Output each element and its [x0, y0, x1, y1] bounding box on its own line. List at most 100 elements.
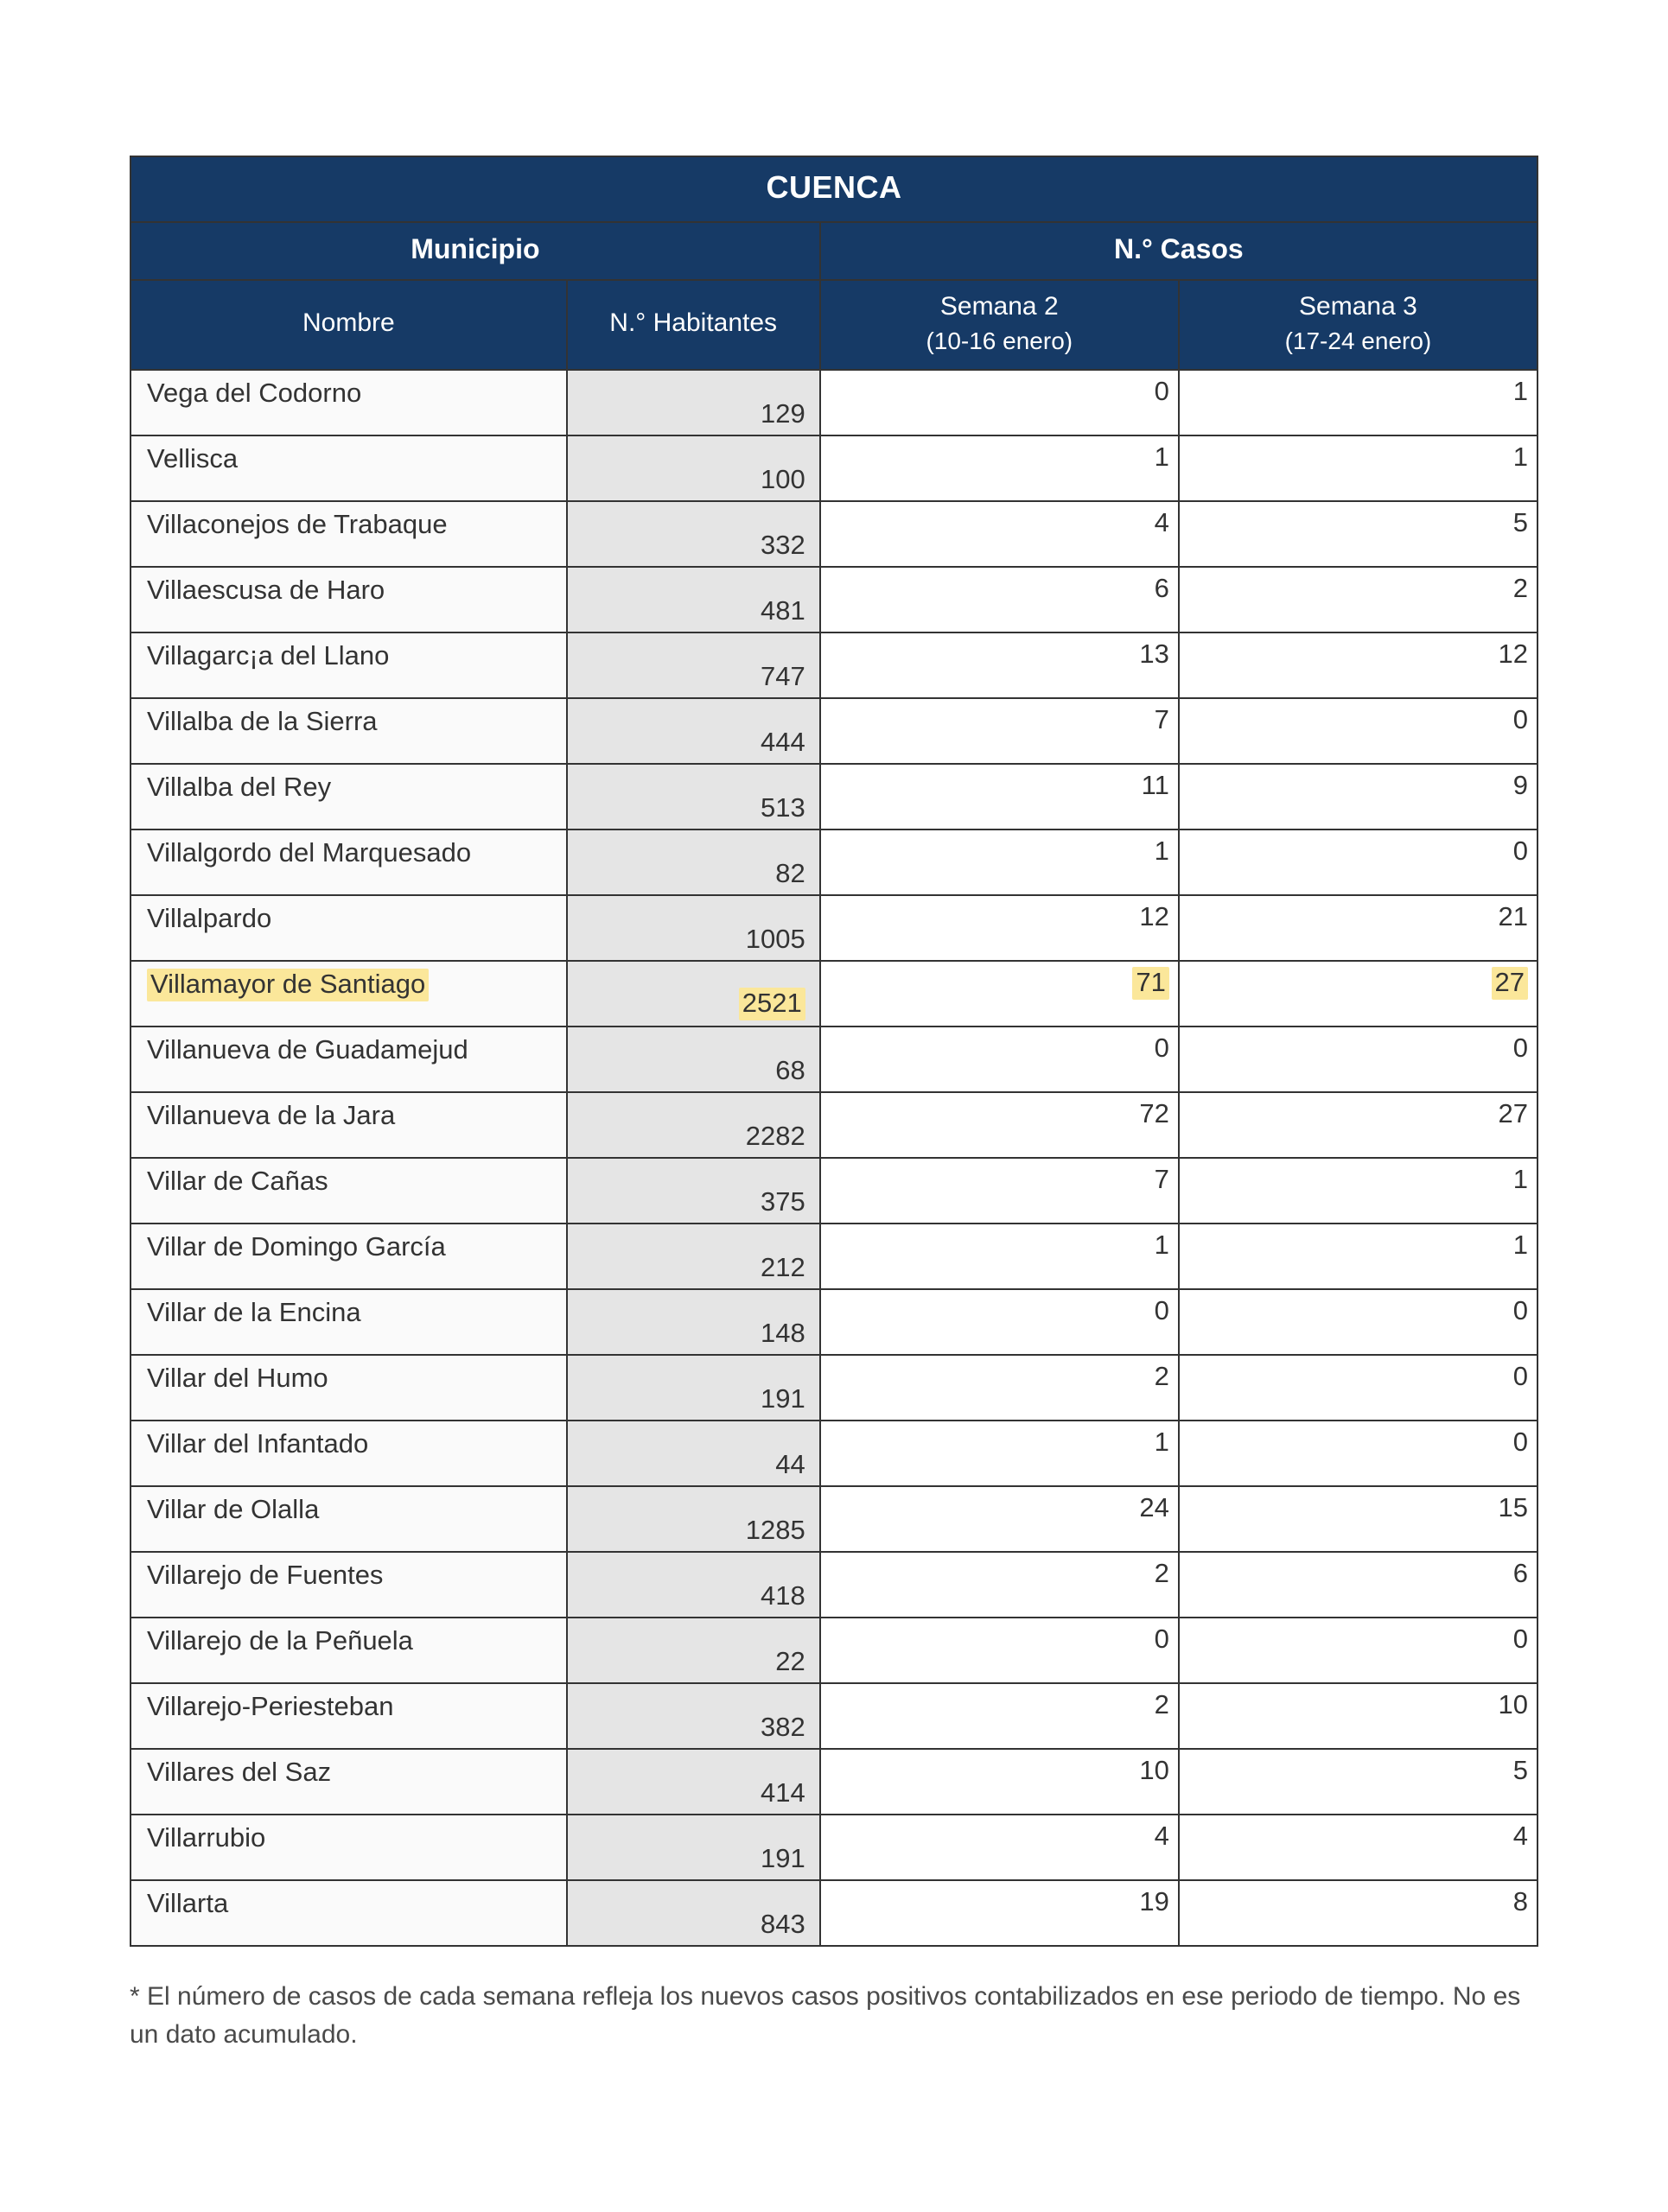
- table-row: Villalba del Rey513119: [131, 764, 1537, 830]
- cell-nombre: Villar de la Encina: [131, 1289, 567, 1355]
- cell-semana2: 0: [820, 1618, 1179, 1683]
- cell-nombre: Villalpardo: [131, 895, 567, 961]
- cell-semana3: 0: [1179, 1355, 1537, 1421]
- cases-table: CUENCA Municipio N.° Casos Nombre N.° Ha…: [130, 156, 1538, 1947]
- cell-semana3: 5: [1179, 1749, 1537, 1815]
- cell-semana3: 0: [1179, 698, 1537, 764]
- table-row: Villar de la Encina14800: [131, 1289, 1537, 1355]
- cell-semana2: 0: [820, 1027, 1179, 1092]
- table-row: Villarejo-Periesteban382210: [131, 1683, 1537, 1749]
- cell-habitantes: 418: [567, 1552, 820, 1618]
- cell-semana2: 12: [820, 895, 1179, 961]
- subheader-semana3: Semana 3 (17-24 enero): [1179, 280, 1537, 370]
- cell-semana2: 11: [820, 764, 1179, 830]
- cell-habitantes: 191: [567, 1355, 820, 1421]
- cell-habitantes: 68: [567, 1027, 820, 1092]
- cell-habitantes: 1005: [567, 895, 820, 961]
- table-row: Villalgordo del Marquesado8210: [131, 830, 1537, 895]
- cell-semana2: 0: [820, 1289, 1179, 1355]
- subheader-semana2: Semana 2 (10-16 enero): [820, 280, 1179, 370]
- table-row: Villaescusa de Haro48162: [131, 567, 1537, 632]
- table-row: Villalpardo10051221: [131, 895, 1537, 961]
- subheader-semana3-label: Semana 3: [1299, 292, 1417, 321]
- cell-habitantes: 414: [567, 1749, 820, 1815]
- table-row: Villar del Infantado4410: [131, 1421, 1537, 1486]
- cell-semana3: 4: [1179, 1815, 1537, 1880]
- cell-semana2: 6: [820, 567, 1179, 632]
- cell-semana2: 71: [820, 961, 1179, 1027]
- cell-nombre: Villar del Humo: [131, 1355, 567, 1421]
- cell-habitantes: 82: [567, 830, 820, 895]
- table-title: CUENCA: [131, 156, 1537, 222]
- cell-nombre: Villar de Cañas: [131, 1158, 567, 1224]
- table-row: Vellisca10011: [131, 435, 1537, 501]
- cell-nombre: Villanueva de Guadamejud: [131, 1027, 567, 1092]
- cell-habitantes: 129: [567, 370, 820, 435]
- cell-nombre: Villar de Domingo García: [131, 1224, 567, 1289]
- cell-semana2: 1: [820, 435, 1179, 501]
- cell-semana2: 2: [820, 1683, 1179, 1749]
- cell-semana3: 0: [1179, 1421, 1537, 1486]
- header-municipio: Municipio: [131, 222, 820, 280]
- cell-nombre: Villar del Infantado: [131, 1421, 567, 1486]
- table-row: Villarejo de la Peñuela2200: [131, 1618, 1537, 1683]
- cell-habitantes: 1285: [567, 1486, 820, 1552]
- table-row: Villarejo de Fuentes41826: [131, 1552, 1537, 1618]
- cell-nombre: Villaconejos de Trabaque: [131, 501, 567, 567]
- cell-nombre: Villaescusa de Haro: [131, 567, 567, 632]
- cell-nombre: Villanueva de la Jara: [131, 1092, 567, 1158]
- cell-semana2: 7: [820, 698, 1179, 764]
- cell-habitantes: 148: [567, 1289, 820, 1355]
- cell-semana2: 13: [820, 632, 1179, 698]
- cell-habitantes: 44: [567, 1421, 820, 1486]
- cell-nombre: Villalba de la Sierra: [131, 698, 567, 764]
- table-row: Villar de Cañas37571: [131, 1158, 1537, 1224]
- cell-habitantes: 513: [567, 764, 820, 830]
- cell-habitantes: 444: [567, 698, 820, 764]
- cell-semana3: 8: [1179, 1880, 1537, 1946]
- table-row: Villares del Saz414105: [131, 1749, 1537, 1815]
- subheader-semana2-label: Semana 2: [940, 292, 1059, 321]
- cell-habitantes: 100: [567, 435, 820, 501]
- cell-habitantes: 481: [567, 567, 820, 632]
- cell-semana3: 0: [1179, 1289, 1537, 1355]
- cell-habitantes: 375: [567, 1158, 820, 1224]
- table-row: Villar de Domingo García21211: [131, 1224, 1537, 1289]
- cell-semana2: 24: [820, 1486, 1179, 1552]
- table-row: Villarrubio19144: [131, 1815, 1537, 1880]
- cell-semana3: 0: [1179, 1027, 1537, 1092]
- cell-habitantes: 2282: [567, 1092, 820, 1158]
- table-row: Villar del Humo19120: [131, 1355, 1537, 1421]
- cell-nombre: Villalba del Rey: [131, 764, 567, 830]
- cell-semana3: 2: [1179, 567, 1537, 632]
- subheader-semana3-range: (17-24 enero): [1190, 325, 1526, 358]
- subheader-nombre: Nombre: [131, 280, 567, 370]
- cell-semana2: 10: [820, 1749, 1179, 1815]
- cell-semana3: 10: [1179, 1683, 1537, 1749]
- cell-nombre: Villarta: [131, 1880, 567, 1946]
- cell-semana3: 12: [1179, 632, 1537, 698]
- footnote-text: * El número de casos de cada semana refl…: [130, 1978, 1530, 2053]
- cell-habitantes: 212: [567, 1224, 820, 1289]
- table-row: Villar de Olalla12852415: [131, 1486, 1537, 1552]
- cell-nombre: Villarejo de la Peñuela: [131, 1618, 567, 1683]
- page-container: CUENCA Municipio N.° Casos Nombre N.° Ha…: [0, 0, 1668, 2212]
- cell-semana2: 2: [820, 1552, 1179, 1618]
- table-row: Villagarc¡a del Llano7471312: [131, 632, 1537, 698]
- cell-semana2: 1: [820, 830, 1179, 895]
- table-row: Villanueva de Guadamejud6800: [131, 1027, 1537, 1092]
- table-row: Villaconejos de Trabaque33245: [131, 501, 1537, 567]
- cell-semana3: 1: [1179, 1158, 1537, 1224]
- cell-habitantes: 2521: [567, 961, 820, 1027]
- cell-nombre: Villalgordo del Marquesado: [131, 830, 567, 895]
- cell-nombre: Vellisca: [131, 435, 567, 501]
- cell-semana3: 0: [1179, 830, 1537, 895]
- cell-semana3: 27: [1179, 1092, 1537, 1158]
- cell-nombre: Villarejo de Fuentes: [131, 1552, 567, 1618]
- cell-habitantes: 843: [567, 1880, 820, 1946]
- cell-habitantes: 191: [567, 1815, 820, 1880]
- cell-semana2: 4: [820, 501, 1179, 567]
- cell-habitantes: 332: [567, 501, 820, 567]
- cell-nombre: Villagarc¡a del Llano: [131, 632, 567, 698]
- cell-semana3: 27: [1179, 961, 1537, 1027]
